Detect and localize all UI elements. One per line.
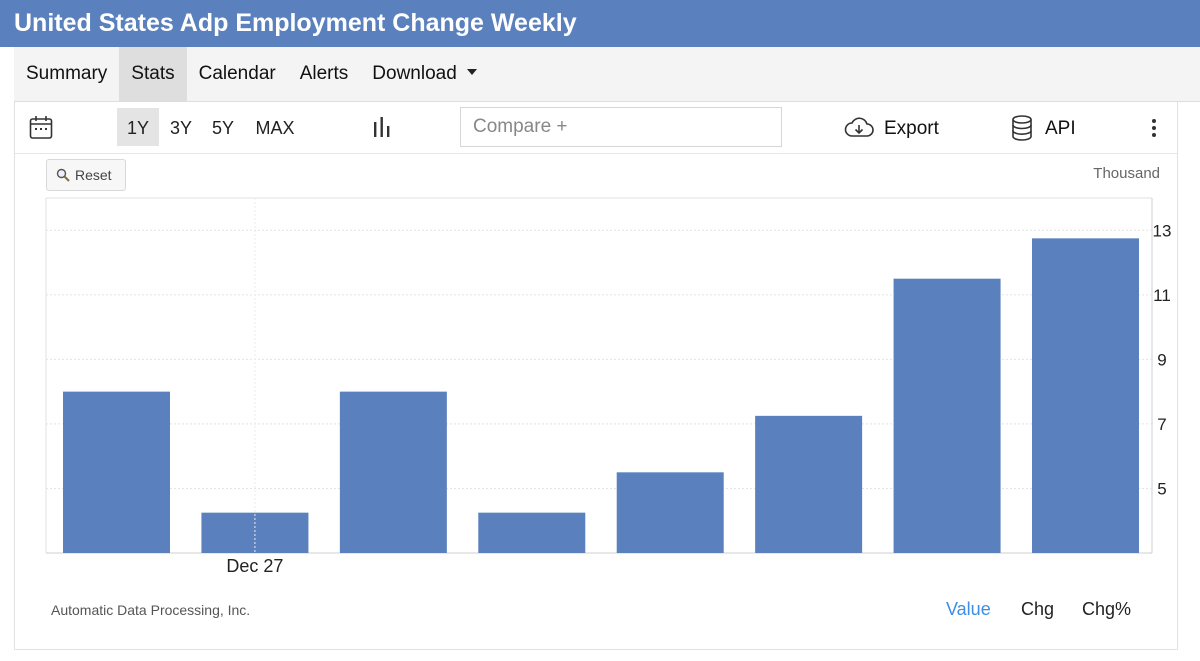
y-tick-label: 11 — [1153, 286, 1171, 305]
chart-toolbar: 1Y 3Y 5Y MAX Compare + Export API — [15, 102, 1177, 154]
source-label: Automatic Data Processing, Inc. — [51, 602, 251, 618]
bar — [755, 415, 863, 553]
tab-stats[interactable]: Stats — [119, 47, 187, 101]
title-bar: United States Adp Employment Change Week… — [0, 0, 1200, 47]
mode-chg[interactable]: Chg — [1021, 599, 1055, 619]
nav-tabs: Summary Stats Calendar Alerts Download — [14, 47, 1200, 102]
range-max[interactable]: MAX — [255, 118, 295, 138]
range-3y[interactable]: 3Y — [169, 118, 193, 138]
tab-download-label: Download — [372, 63, 457, 84]
reset-label: Reset — [75, 167, 112, 183]
vertical-ellipsis-icon[interactable] — [1150, 118, 1158, 138]
api-button[interactable]: API — [1045, 118, 1076, 139]
caret-down-icon — [466, 68, 477, 75]
bar — [63, 391, 170, 553]
bar — [893, 278, 1001, 553]
tab-calendar[interactable]: Calendar — [198, 63, 276, 84]
bar — [616, 472, 724, 553]
calendar-icon[interactable] — [29, 115, 53, 140]
y-tick-label: 9 — [1157, 350, 1166, 369]
cloud-download-icon[interactable] — [844, 116, 874, 138]
magnifier-icon — [56, 168, 70, 182]
bar-chart: 5 7 9 11 13 Dec 27 — [45, 197, 1172, 576]
y-tick-label: 5 — [1157, 479, 1166, 498]
mode-chg-percent[interactable]: Chg% — [1082, 599, 1132, 619]
reset-zoom-button[interactable]: Reset — [46, 159, 126, 191]
range-1y[interactable]: 1Y — [117, 108, 159, 146]
y-tick-label: 7 — [1157, 415, 1166, 434]
export-button[interactable]: Export — [884, 118, 939, 139]
tab-summary[interactable]: Summary — [26, 63, 108, 84]
x-tick-label: Dec 27 — [226, 556, 283, 576]
bar-chart-icon[interactable] — [372, 116, 392, 138]
bar — [339, 391, 447, 553]
bar — [1032, 238, 1139, 553]
chart-panel: 1Y 3Y 5Y MAX Compare + Export API — [14, 102, 1178, 650]
tab-download[interactable]: Download — [360, 47, 489, 101]
unit-label: Thousand — [1093, 165, 1160, 182]
page-title: United States Adp Employment Change Week… — [14, 9, 577, 37]
y-tick-label: 13 — [1153, 221, 1172, 240]
database-icon[interactable] — [1011, 115, 1033, 141]
mode-value[interactable]: Value — [946, 599, 991, 619]
tab-alerts[interactable]: Alerts — [299, 63, 349, 84]
range-5y[interactable]: 5Y — [211, 118, 235, 138]
bar — [478, 512, 586, 553]
compare-input[interactable]: Compare + — [460, 107, 782, 147]
